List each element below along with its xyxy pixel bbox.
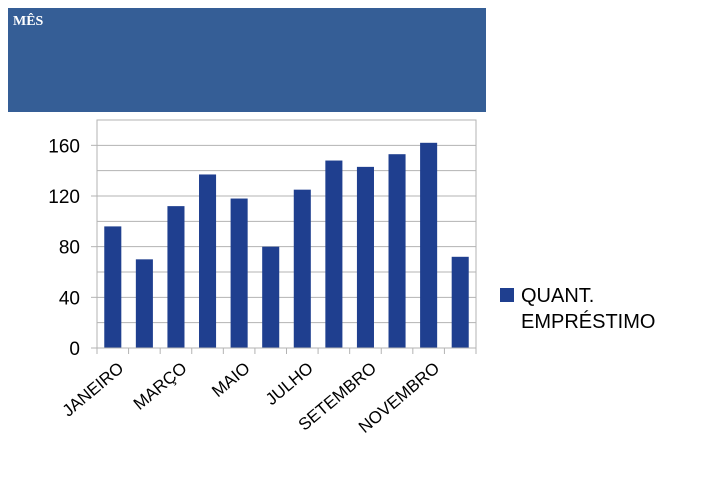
- bar: [420, 142, 438, 348]
- header-band: MÊS: [8, 8, 486, 112]
- bar: [451, 256, 469, 348]
- plot-frame: [96, 119, 477, 349]
- bar: [356, 166, 374, 348]
- y-tick-label: 120: [48, 187, 80, 208]
- bar: [135, 259, 153, 348]
- bar: [230, 198, 248, 348]
- y-tick-label: 0: [69, 339, 80, 360]
- bar: [325, 160, 343, 348]
- x-category-label: JANEIRO: [59, 359, 128, 421]
- legend-swatch: [500, 288, 514, 302]
- y-tick-label: 80: [59, 238, 80, 259]
- bar: [199, 174, 217, 348]
- legend-label: QUANT. EMPRÉSTIMO: [521, 285, 656, 333]
- y-tick-label: 160: [48, 136, 80, 157]
- bar: [262, 246, 280, 348]
- x-category-label: JULHO: [262, 359, 317, 409]
- bar: [104, 226, 122, 348]
- y-tick-label: 40: [59, 288, 80, 309]
- x-category-label: MAIO: [208, 359, 253, 401]
- x-category-label: MARÇO: [130, 359, 191, 414]
- bar: [388, 154, 406, 348]
- bar: [293, 189, 311, 348]
- legend: QUANT. EMPRÉSTIMO: [500, 283, 655, 335]
- bar: [167, 206, 185, 348]
- header-title: MÊS: [13, 14, 44, 29]
- axes: [91, 119, 477, 354]
- bars: [104, 142, 469, 348]
- grid-lines: [97, 144, 476, 324]
